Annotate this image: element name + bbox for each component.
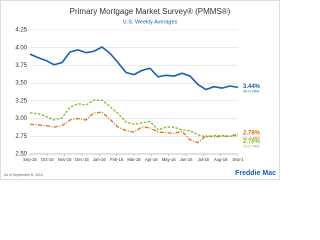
chart: Primary Mortgage Market Survey® (PMMS®) … (0, 0, 280, 180)
x-tick-label: Aug-16 (214, 157, 228, 162)
legend-label: 5/1-Yr ARM (243, 136, 260, 140)
y-tick-label: 3.00 (15, 116, 27, 122)
y-tick-label: 4.25 (15, 28, 27, 34)
legend-label: 15-Yr FRM (243, 144, 259, 148)
y-tick-label: 3.75 (15, 63, 27, 69)
x-tick-label: Jun-16 (180, 157, 193, 162)
legend-label: 30-Yr FRM (243, 89, 259, 93)
series-line (29, 46, 239, 91)
series-line (29, 111, 239, 144)
note: As of September 8, 2016 (4, 173, 43, 177)
chart-title: Primary Mortgage Market Survey® (PMMS®) (70, 7, 231, 16)
y-tick-label: 2.50 (15, 152, 27, 158)
frame (0, 0, 280, 180)
end-label: 2.78% (243, 130, 261, 136)
x-tick-label: Jan-16 (93, 157, 106, 162)
x-tick-label: Feb-16 (110, 157, 124, 162)
y-tick-label: 3.50 (15, 81, 27, 87)
x-tick-label: Mar-16 (127, 157, 141, 162)
x-tick-label: Apr-16 (145, 157, 158, 162)
x-tick-label: Jul-16 (198, 157, 210, 162)
x-tick-label: Dec-15 (75, 157, 89, 162)
end-label: 3.44% (243, 84, 261, 90)
series-line (29, 99, 239, 138)
y-tick-label: 3.25 (15, 98, 27, 104)
end-label: 2.76% (243, 139, 261, 145)
source-logo: Freddie Mac (235, 170, 276, 177)
y-tick-label: 2.75 (15, 134, 27, 140)
x-tick-label: Sep-15 (23, 157, 37, 162)
x-tick-label: May-16 (162, 157, 177, 162)
x-tick-label: Oct-15 (41, 157, 54, 162)
x-tick-label: Sep-1 (232, 157, 244, 162)
y-tick-label: 4.00 (15, 45, 27, 51)
x-tick-label: Nov-15 (58, 157, 72, 162)
chart-subtitle: U.S. Weekly Averages (123, 19, 178, 25)
